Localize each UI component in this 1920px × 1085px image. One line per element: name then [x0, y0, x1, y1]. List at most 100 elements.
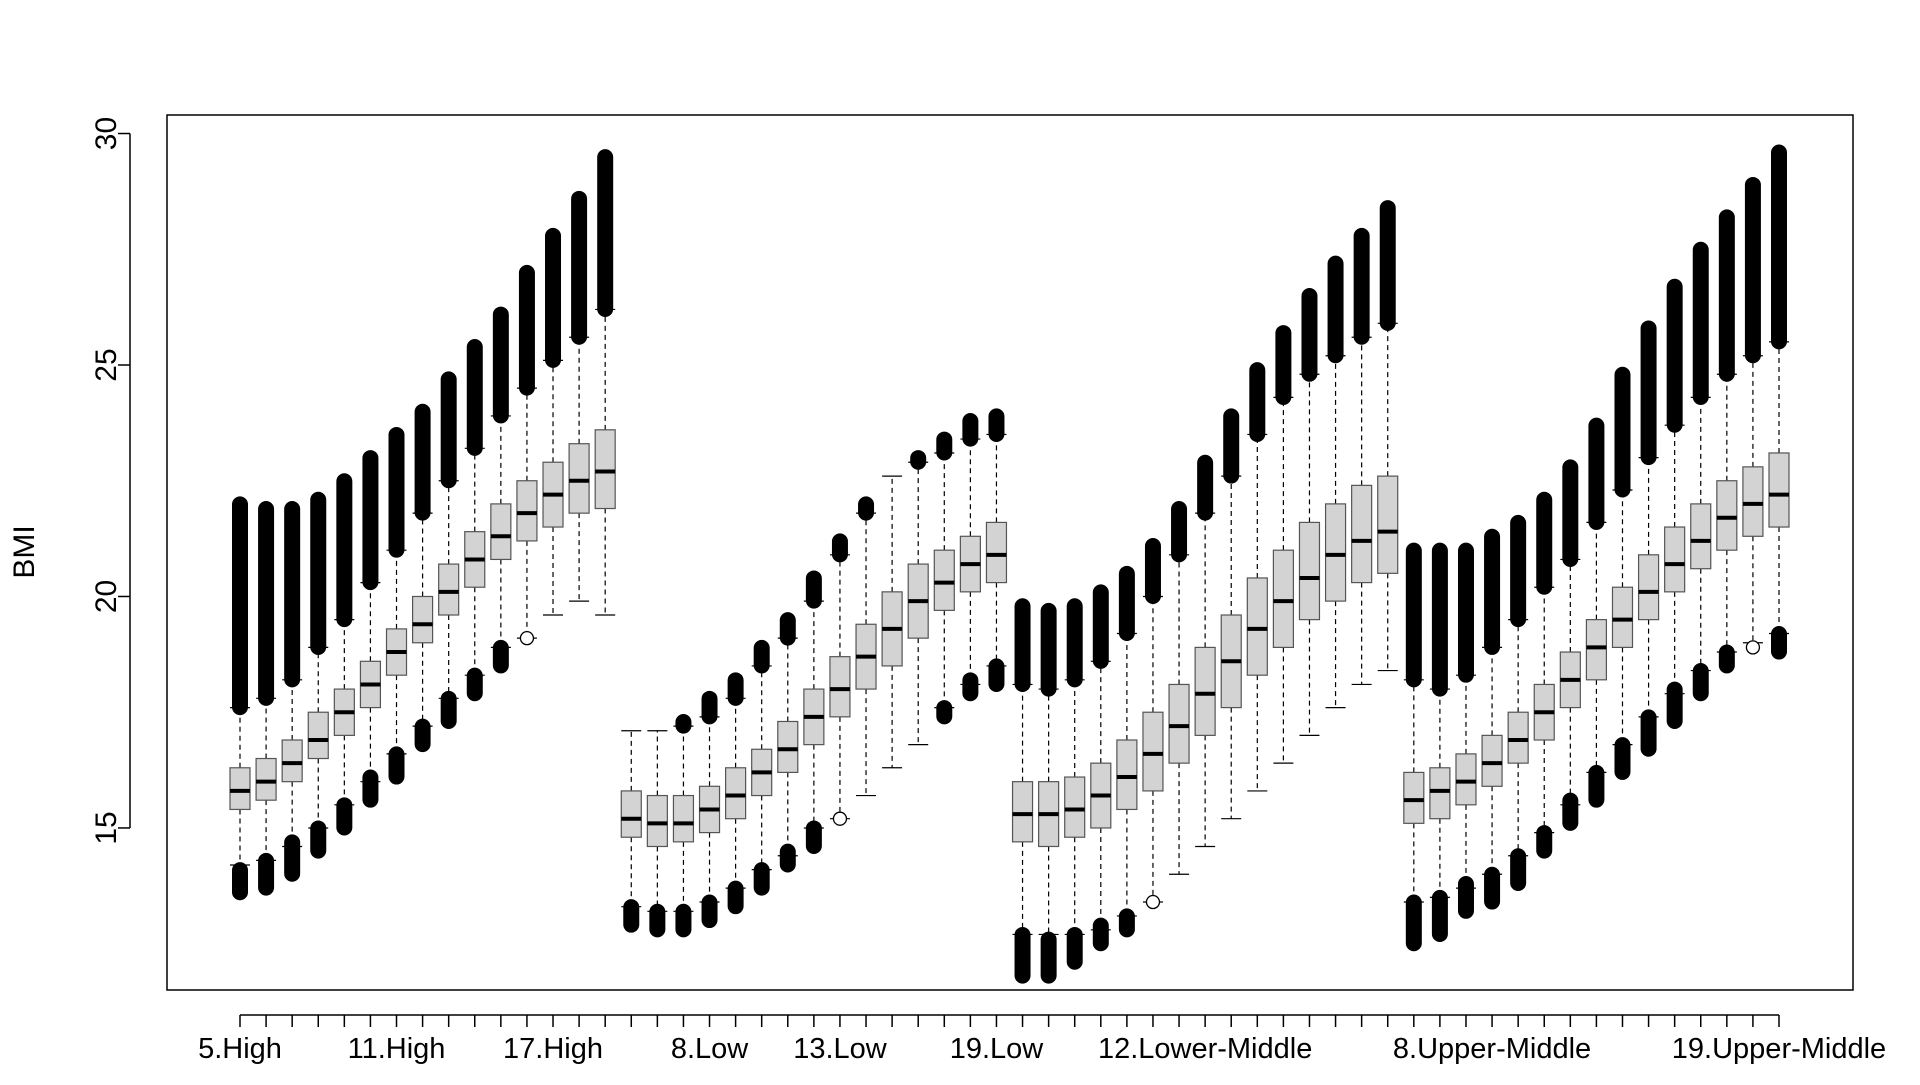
outliers-high: [962, 413, 979, 447]
box-iqr: [1351, 484, 1373, 584]
outliers-high: [492, 306, 509, 424]
box-iqr: [1742, 466, 1764, 537]
box-14-lower-middle: [1246, 362, 1268, 792]
box-19-high: [594, 149, 616, 616]
outliers-low: [1536, 825, 1553, 859]
outliers-low: [675, 903, 692, 938]
box-16-upper-middle: [1690, 241, 1712, 702]
outliers-high: [753, 639, 770, 674]
box-iqr: [229, 767, 251, 811]
box-10-lower-middle: [1142, 538, 1164, 910]
box-12-upper-middle: [1585, 417, 1608, 808]
box-iqr: [1403, 771, 1425, 824]
outliers-high: [1457, 542, 1474, 683]
y-axis: 15 20 25 30: [90, 117, 131, 845]
box-12-lower-middle: [1194, 454, 1216, 848]
outliers-low: [232, 862, 248, 901]
box-14-low: [855, 496, 877, 797]
outliers-high: [1431, 542, 1448, 697]
y-tick-label: 20: [90, 580, 123, 613]
outliers-high: [1484, 528, 1501, 655]
outliers-high: [1692, 241, 1709, 405]
box-19-lower-middle: [1377, 200, 1399, 672]
outliers-low: [832, 811, 848, 826]
outliers-low: [284, 834, 301, 882]
outliers-high: [1014, 598, 1031, 692]
box-iqr: [411, 595, 434, 644]
box-8-high: [307, 491, 329, 859]
box-iqr: [933, 549, 955, 611]
outliers-low: [1092, 917, 1109, 952]
outliers-low: [1040, 931, 1057, 984]
outliers-low: [1484, 866, 1501, 910]
outliers-high: [1040, 602, 1057, 697]
outliers-low: [1588, 764, 1605, 808]
outliers-high: [1718, 209, 1735, 382]
box-5-low: [620, 730, 642, 933]
outliers-low: [492, 639, 509, 674]
x-tick-label: 8.Upper-Middle: [1393, 1033, 1591, 1065]
outliers-low: [623, 899, 640, 933]
box-iqr: [1768, 452, 1790, 528]
outliers-high: [1171, 501, 1188, 563]
x-tick-label: 13.Low: [793, 1033, 888, 1065]
box-11-high: [385, 426, 408, 785]
box-19-low: [985, 408, 1008, 692]
box-6-low: [646, 730, 668, 938]
outliers-low: [1510, 848, 1527, 892]
outliers-high: [1353, 227, 1370, 345]
outliers-low: [362, 769, 379, 808]
outliers-high: [466, 338, 483, 456]
box-iqr: [307, 711, 329, 760]
outliers-low: [1457, 876, 1474, 919]
box-iqr: [1377, 475, 1399, 574]
box-iqr: [1716, 480, 1738, 551]
box-16-high: [516, 264, 538, 646]
y-tick-label: 30: [90, 117, 123, 150]
box-iqr: [516, 480, 538, 542]
y-axis-label: BMI: [8, 525, 41, 578]
box-15-upper-middle: [1664, 278, 1686, 729]
outliers-high: [284, 501, 301, 688]
outliers-low: [1692, 663, 1709, 702]
box-17-upper-middle: [1716, 209, 1738, 674]
outliers-low: [336, 797, 353, 836]
box-9-lower-middle: [1116, 565, 1138, 938]
box-5-lower-middle: [1011, 598, 1034, 984]
outliers-high: [1066, 598, 1083, 688]
outliers-low: [701, 894, 718, 929]
box-5-high: [229, 496, 251, 901]
outliers-low: [1431, 889, 1448, 942]
box-13-upper-middle: [1611, 366, 1634, 780]
box-iqr: [1585, 619, 1608, 681]
outliers-high: [675, 713, 692, 734]
outliers-high: [518, 264, 535, 396]
box-18-high: [568, 190, 590, 602]
box-12-high: [411, 403, 434, 753]
outliers-low: [1562, 792, 1579, 831]
outliers-low: [258, 852, 275, 896]
y-tick-label: 15: [90, 811, 123, 844]
outliers-high: [571, 190, 588, 345]
boxes-layer: [229, 144, 1790, 984]
box-iqr: [620, 790, 642, 838]
box-iqr: [1324, 503, 1347, 602]
box-iqr: [725, 767, 747, 820]
box-iqr: [1064, 776, 1086, 838]
box-9-high: [333, 473, 355, 836]
outliers-high: [910, 450, 927, 470]
outliers-high: [1301, 288, 1318, 382]
box-15-low: [881, 475, 903, 769]
box-10-upper-middle: [1533, 491, 1555, 859]
y-tick-label: 25: [90, 348, 123, 381]
box-iqr: [281, 739, 303, 783]
outliers-low: [936, 700, 953, 725]
x-tick-label: 12.Lower-Middle: [1098, 1033, 1312, 1065]
outliers-low: [1145, 894, 1161, 910]
box-iqr: [672, 794, 695, 843]
outliers-high: [831, 533, 848, 563]
box-iqr: [438, 563, 460, 616]
x-tick-label: 17.High: [503, 1033, 603, 1065]
x-axis: 5.High 11.High 17.High 8.Low 13.Low 19.Low 12.…: [198, 1014, 1886, 1065]
box-15-high: [490, 306, 512, 674]
